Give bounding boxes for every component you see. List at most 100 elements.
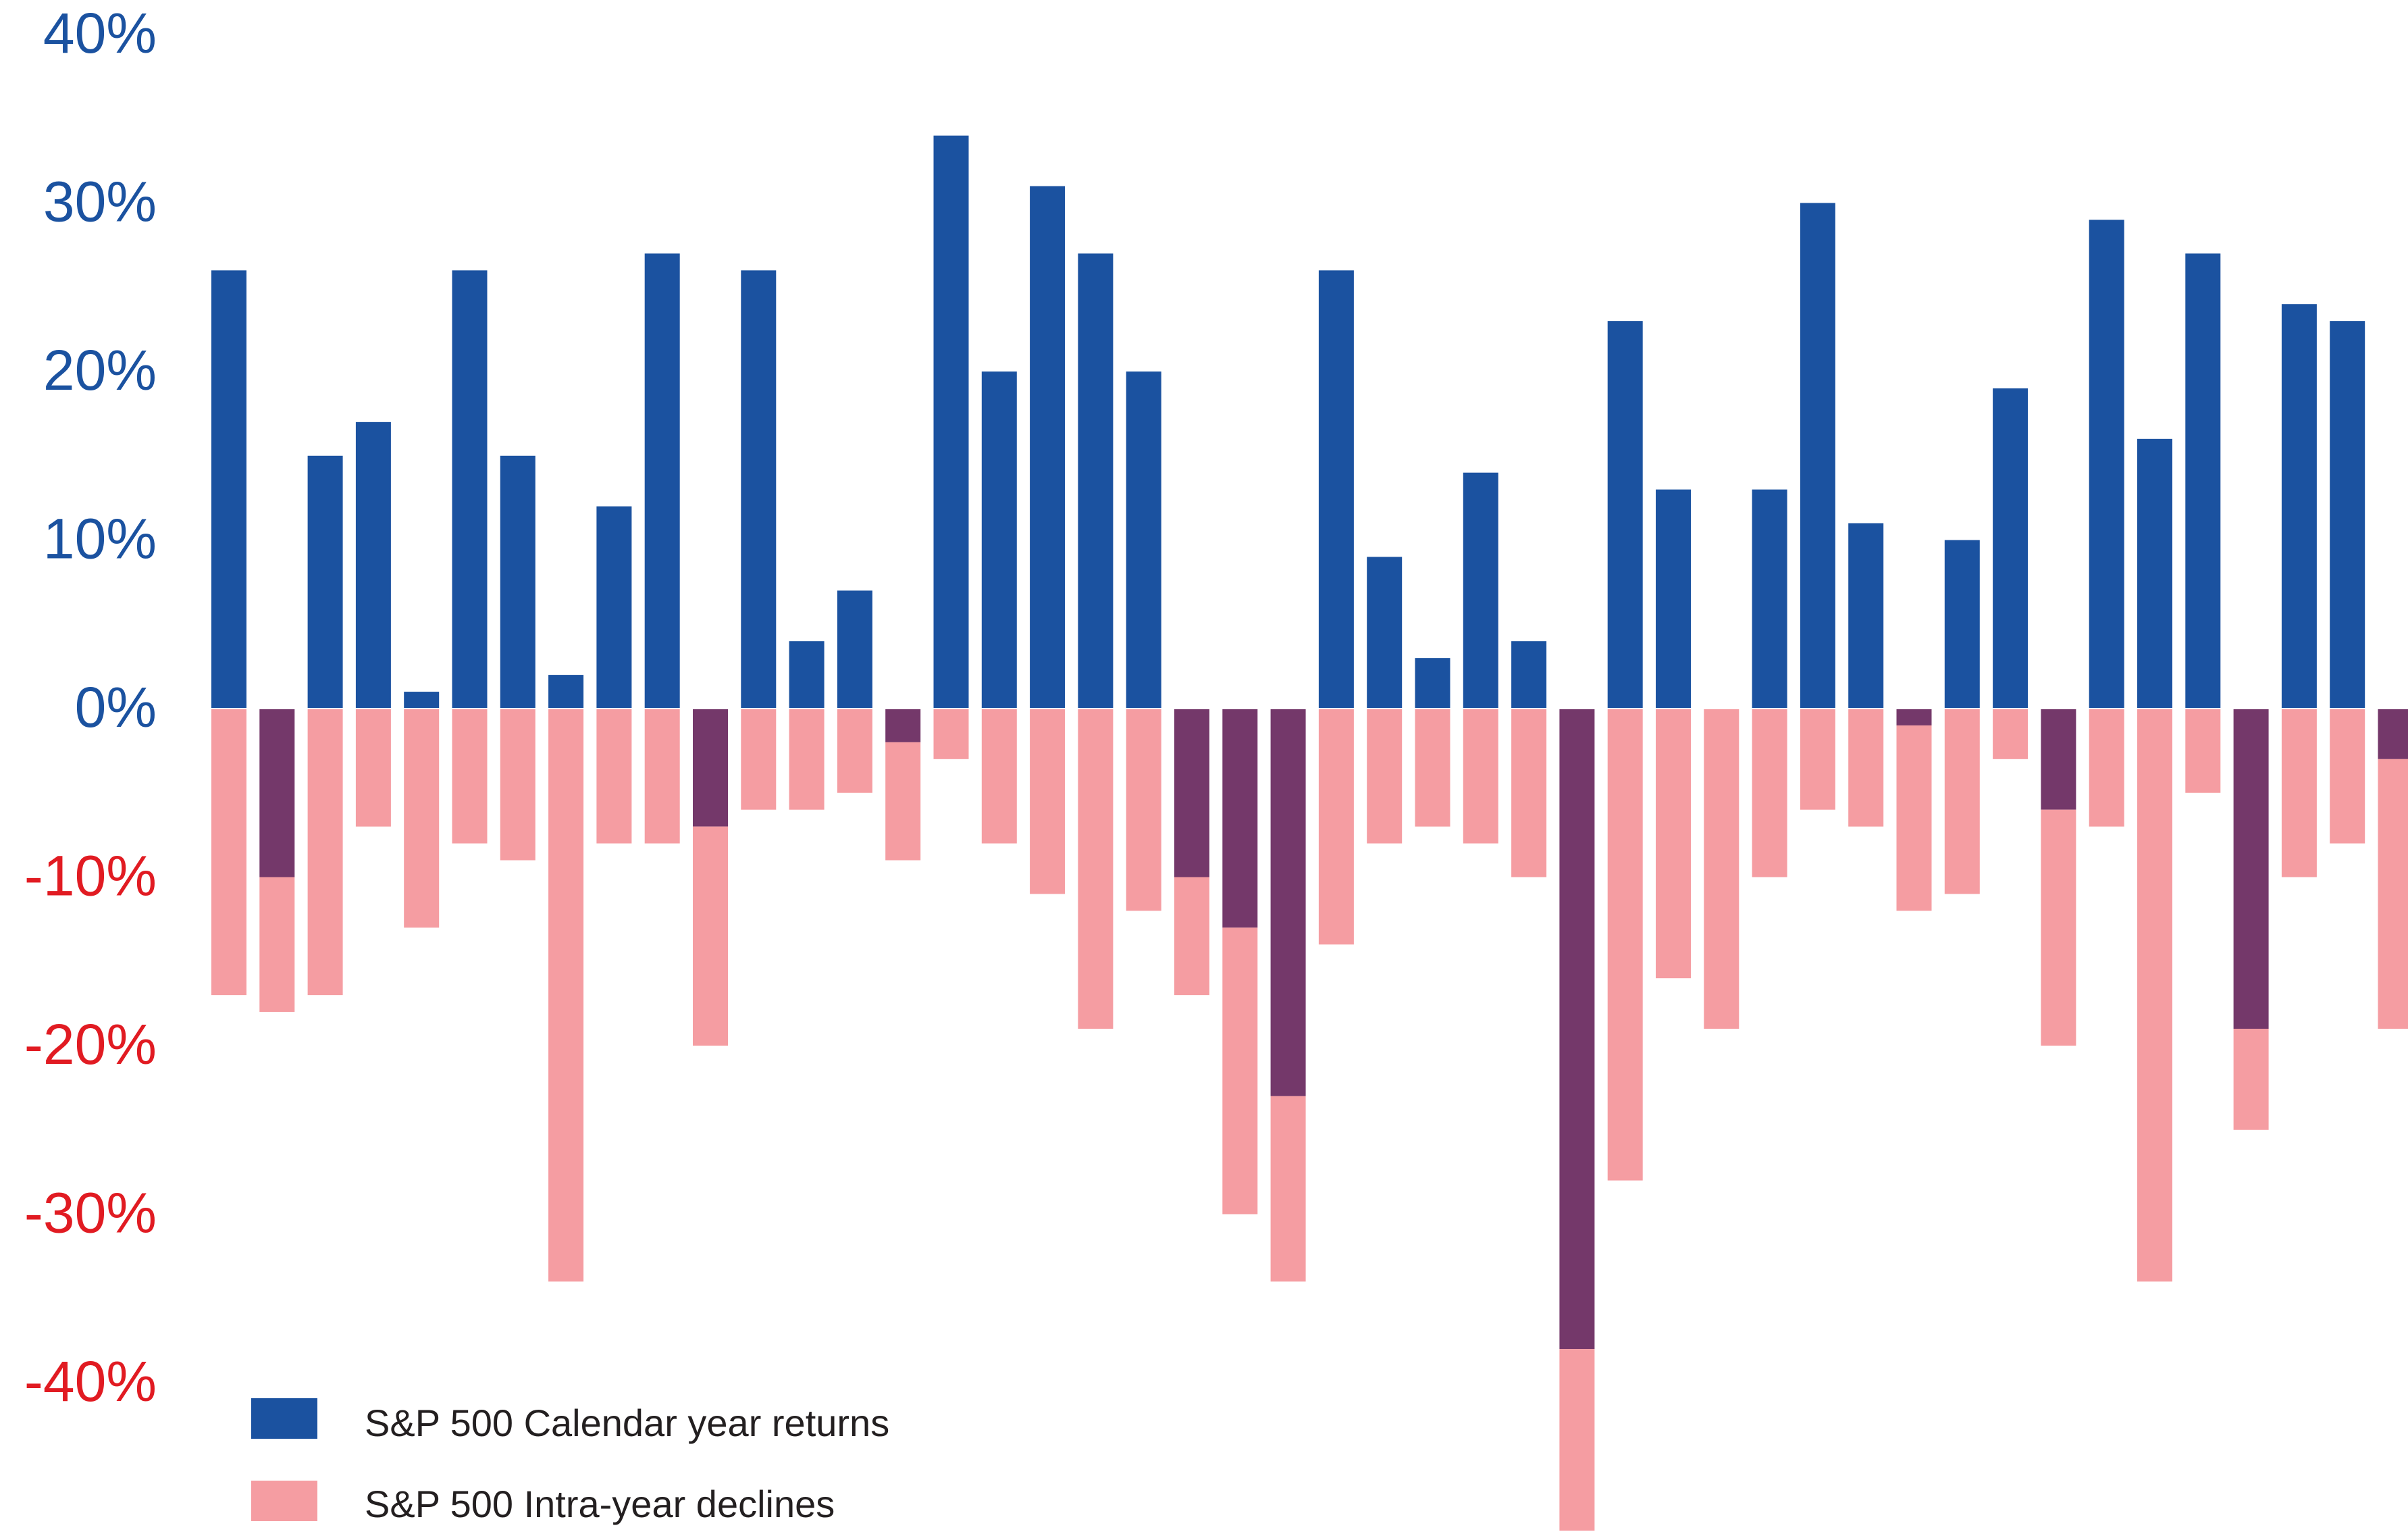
decline-bar xyxy=(1271,1096,1306,1281)
return-bar xyxy=(1608,321,1643,709)
decline-bar xyxy=(2378,759,2408,1029)
decline-bar xyxy=(1415,709,1450,827)
return-bar xyxy=(2282,304,2317,709)
y-tick-label: -40% xyxy=(24,1350,157,1413)
return-bar xyxy=(645,253,680,709)
decline-bar xyxy=(934,709,969,759)
return-bar xyxy=(2089,220,2124,709)
decline-bar xyxy=(2041,810,2076,1046)
y-tick-label: -30% xyxy=(24,1181,157,1245)
return-bar xyxy=(1030,186,1065,709)
overlap-bar xyxy=(885,709,920,742)
overlap-bar xyxy=(1559,709,1594,1349)
return-bar xyxy=(1656,490,1691,709)
return-bar xyxy=(548,675,583,709)
legend-swatch-declines xyxy=(251,1481,317,1521)
return-bar xyxy=(2185,253,2220,709)
return-bar xyxy=(2330,321,2365,709)
decline-bar xyxy=(1608,709,1643,1181)
decline-bar xyxy=(982,709,1017,844)
decline-bar xyxy=(645,709,680,844)
decline-bar xyxy=(500,709,535,861)
return-bar xyxy=(1367,557,1402,709)
decline-bar xyxy=(693,827,728,1046)
y-tick-label: 40% xyxy=(43,1,157,65)
decline-bar xyxy=(1656,709,1691,978)
legend: S&P 500 Calendar year returns S&P 500 In… xyxy=(251,1398,889,1525)
overlap-bar xyxy=(1174,709,1209,877)
return-bar xyxy=(211,270,246,709)
return-bar xyxy=(500,456,535,709)
return-bar xyxy=(1511,641,1546,709)
decline-bar xyxy=(1319,709,1354,944)
return-bar xyxy=(982,372,1017,709)
y-tick-label: 10% xyxy=(43,507,157,571)
decline-bar xyxy=(1704,709,1739,1029)
decline-bar xyxy=(2282,709,2317,877)
return-bar xyxy=(596,507,631,709)
decline-bar xyxy=(1463,709,1498,844)
return-bar xyxy=(741,270,776,709)
return-bar xyxy=(1463,473,1498,709)
y-tick-label: 0% xyxy=(75,675,157,739)
decline-bar xyxy=(1993,709,2028,759)
return-bar xyxy=(1993,388,2028,709)
legend-label-declines: S&P 500 Intra-year declines xyxy=(365,1483,835,1525)
overlap-bar xyxy=(1897,709,1932,725)
overlap-bar xyxy=(1271,709,1306,1096)
overlap-bar xyxy=(2378,709,2408,759)
y-tick-label: 30% xyxy=(43,170,157,234)
overlap-bar xyxy=(693,709,728,827)
legend-swatch-returns xyxy=(251,1398,317,1439)
decline-bar xyxy=(2185,709,2220,793)
return-bar xyxy=(1945,540,1980,709)
return-bar xyxy=(934,136,969,709)
y-tick-label: -10% xyxy=(24,844,157,908)
return-bar xyxy=(1752,490,1787,709)
decline-bar xyxy=(1078,709,1113,1029)
y-tick-label: 20% xyxy=(43,338,157,402)
return-bar xyxy=(1800,203,1835,709)
decline-bar xyxy=(2137,709,2172,1281)
decline-bar xyxy=(452,709,488,844)
decline-bar xyxy=(1945,709,1980,894)
decline-bar xyxy=(1126,709,1161,911)
return-bar xyxy=(837,590,872,709)
decline-bar xyxy=(789,709,825,810)
decline-bar xyxy=(885,742,920,861)
decline-bar xyxy=(741,709,776,810)
y-tick-label: -20% xyxy=(24,1013,157,1076)
decline-bar xyxy=(1800,709,1835,810)
return-bar xyxy=(452,270,488,709)
decline-bar xyxy=(2330,709,2365,844)
decline-bar xyxy=(1367,709,1402,844)
overlap-bar xyxy=(1222,709,1257,927)
return-bar xyxy=(1078,253,1113,709)
decline-bar xyxy=(1222,927,1257,1214)
decline-bar xyxy=(1848,709,1883,827)
return-bar xyxy=(356,422,391,709)
return-bar xyxy=(308,456,343,709)
return-bar xyxy=(1126,372,1161,709)
decline-bar xyxy=(1511,709,1546,877)
decline-bar xyxy=(1174,877,1209,996)
return-bar xyxy=(1319,270,1354,709)
decline-bar xyxy=(548,709,583,1281)
decline-bar xyxy=(211,709,246,995)
decline-bar xyxy=(1559,1349,1594,1531)
decline-bar xyxy=(404,709,439,927)
return-bar xyxy=(404,692,439,709)
decline-bar xyxy=(1752,709,1787,877)
return-bar xyxy=(789,641,825,709)
decline-bar xyxy=(596,709,631,844)
decline-bar xyxy=(2234,1029,2269,1130)
overlap-bar xyxy=(2234,709,2269,1029)
return-bar xyxy=(1415,658,1450,709)
decline-bar xyxy=(837,709,872,793)
overlap-bar xyxy=(2041,709,2076,810)
bar-series xyxy=(205,136,2408,1531)
decline-bar xyxy=(308,709,343,995)
y-axis-tick-labels: 40% 30% 20% 10% 0% -10% -20% -30% -40% xyxy=(24,1,157,1413)
